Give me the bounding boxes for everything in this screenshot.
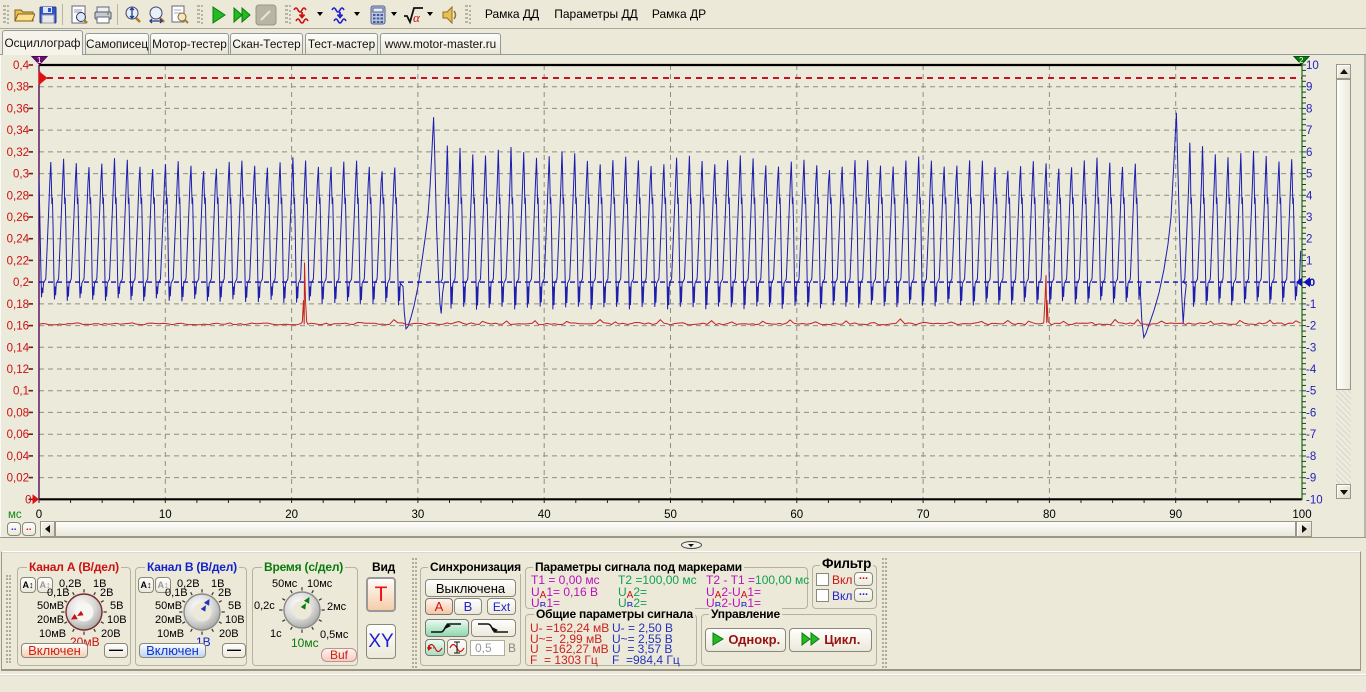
svg-text:9: 9	[1306, 82, 1312, 94]
svg-text:-5: -5	[1306, 386, 1316, 398]
svg-text:70: 70	[917, 509, 930, 521]
svg-text:-9: -9	[1306, 473, 1316, 485]
svg-text:30: 30	[412, 509, 425, 521]
svg-text:0: 0	[1309, 277, 1315, 289]
svg-text:0: 0	[25, 494, 31, 506]
svg-text:2: 2	[1306, 234, 1312, 246]
svg-text:50: 50	[664, 509, 677, 521]
svg-text:0,22: 0,22	[7, 255, 29, 267]
svg-text:3: 3	[1306, 212, 1312, 224]
svg-text:6: 6	[1306, 147, 1312, 159]
svg-text:-3: -3	[1306, 342, 1316, 354]
svg-text:мс: мс	[8, 509, 22, 521]
svg-text:0,2: 0,2	[13, 277, 29, 289]
svg-text:0,4: 0,4	[13, 60, 30, 72]
svg-text:10: 10	[1306, 60, 1319, 72]
svg-text:0,28: 0,28	[7, 190, 29, 202]
svg-text:α: α	[413, 10, 421, 25]
svg-text:1: 1	[37, 56, 42, 65]
svg-text:0,1: 0,1	[13, 386, 29, 398]
svg-text:0,3: 0,3	[13, 169, 29, 181]
svg-text:0,18: 0,18	[7, 299, 29, 311]
svg-text:0,36: 0,36	[7, 103, 29, 115]
svg-text:0,02: 0,02	[7, 473, 29, 485]
svg-text:-8: -8	[1306, 451, 1316, 463]
svg-text:0,32: 0,32	[7, 147, 29, 159]
svg-text:80: 80	[1043, 509, 1056, 521]
svg-text:-7: -7	[1306, 429, 1316, 441]
svg-text:0,14: 0,14	[7, 342, 30, 354]
svg-text:-6: -6	[1306, 407, 1316, 419]
svg-text:1: 1	[1306, 255, 1312, 267]
svg-text:7: 7	[1306, 125, 1312, 137]
svg-text:8: 8	[1306, 103, 1312, 115]
svg-text:0,24: 0,24	[7, 234, 30, 246]
svg-text:-2: -2	[1306, 321, 1316, 333]
svg-text:60: 60	[790, 509, 803, 521]
svg-text:4: 4	[1306, 190, 1313, 202]
svg-text:0,08: 0,08	[7, 407, 29, 419]
svg-text:0,12: 0,12	[7, 364, 29, 376]
svg-text:0,16: 0,16	[7, 321, 29, 333]
svg-text:20: 20	[285, 509, 298, 521]
svg-text:5: 5	[1306, 169, 1312, 181]
svg-text:-10: -10	[1306, 494, 1323, 506]
svg-text:0,04: 0,04	[7, 451, 30, 463]
svg-text:90: 90	[1169, 509, 1182, 521]
svg-text:10: 10	[159, 509, 172, 521]
svg-text:0,06: 0,06	[7, 429, 29, 441]
svg-text:40: 40	[538, 509, 551, 521]
svg-text:-1: -1	[1306, 299, 1316, 311]
svg-text:100: 100	[1292, 509, 1311, 521]
svg-text:0,26: 0,26	[7, 212, 29, 224]
svg-text:0,38: 0,38	[7, 82, 29, 94]
svg-text:0: 0	[36, 509, 42, 521]
svg-text:2: 2	[1299, 56, 1304, 65]
svg-text:-4: -4	[1306, 364, 1317, 376]
svg-text:0,34: 0,34	[7, 125, 30, 137]
